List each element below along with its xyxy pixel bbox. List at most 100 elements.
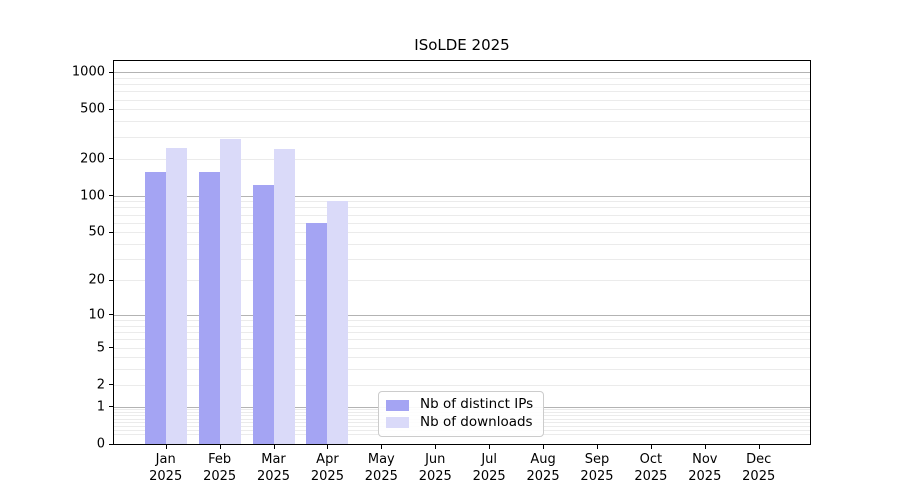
x-tick-label: Dec 2025	[742, 451, 775, 485]
x-tick-label: Jul 2025	[473, 451, 506, 485]
x-tick-year: 2025	[526, 469, 560, 484]
bar-apr-downloads	[327, 200, 349, 444]
gridline-major	[114, 314, 810, 316]
gridline-minor	[114, 347, 810, 349]
gridline-minor	[114, 222, 810, 224]
gridline-minor	[114, 332, 810, 334]
y-tick-label: 200	[80, 151, 105, 166]
x-tick-label: Jun 2025	[419, 451, 452, 485]
x-tick-year: 2025	[580, 469, 614, 484]
legend-label-downloads: Nb of downloads	[420, 414, 533, 431]
x-tick-label: Nov 2025	[688, 451, 721, 485]
x-tick-year: 2025	[688, 469, 722, 484]
y-tick-label: 20	[88, 272, 105, 288]
y-tick-label: 0	[96, 436, 105, 452]
x-tick-mark	[650, 445, 652, 449]
gridline-minor	[114, 99, 810, 101]
bar-mar-distinct-ips	[252, 184, 274, 444]
x-tick-month: May	[367, 452, 395, 467]
x-tick-month: Mar	[261, 452, 286, 467]
x-tick-month: Feb	[208, 452, 232, 467]
gridline-minor	[114, 369, 810, 371]
y-tick-label: 1000	[71, 64, 105, 80]
x-tick-mark	[327, 445, 329, 449]
legend-swatch-distinct-ips	[386, 399, 409, 411]
x-tick-month: Jul	[481, 452, 497, 467]
x-tick-label: Apr 2025	[311, 451, 344, 485]
x-tick-mark	[273, 445, 275, 449]
gridline-minor	[114, 325, 810, 327]
x-tick-year: 2025	[310, 469, 344, 484]
gridline-minor	[114, 320, 810, 322]
x-tick-label: May 2025	[365, 451, 398, 485]
x-tick-year: 2025	[256, 469, 291, 484]
gridline-minor	[114, 357, 810, 359]
gridline-minor	[114, 121, 810, 123]
x-tick-mark	[381, 445, 383, 449]
x-tick-month: Aug	[530, 452, 556, 467]
x-tick-mark	[489, 445, 491, 449]
y-tick-label: 2	[96, 377, 105, 393]
legend-item-distinct-ips: Nb of distinct IPs	[386, 398, 536, 412]
x-tick-year: 2025	[742, 469, 776, 484]
x-tick-month: Jun	[425, 452, 446, 467]
gridline-major	[114, 72, 810, 74]
gridline-minor	[114, 259, 810, 261]
x-tick-month: Apr	[316, 452, 339, 467]
x-tick-mark	[596, 445, 598, 449]
gridline-minor	[114, 280, 810, 282]
x-tick-year: 2025	[149, 469, 183, 484]
gridline-minor	[114, 136, 810, 138]
x-tick-month: Nov	[692, 452, 718, 467]
gridline-minor	[114, 201, 810, 203]
x-tick-month: Dec	[746, 452, 772, 467]
x-tick-label: Mar 2025	[257, 451, 290, 485]
y-tick-label: 100	[80, 188, 105, 204]
x-tick-label: Aug 2025	[527, 451, 560, 485]
y-tick-label: 500	[80, 101, 105, 117]
legend-label-distinct-ips: Nb of distinct IPs	[420, 396, 534, 413]
bar-feb-distinct-ips	[198, 172, 220, 444]
x-tick-month: Jan	[155, 452, 176, 467]
gridline-major	[114, 195, 810, 197]
bar-feb-downloads	[219, 138, 241, 444]
gridline-minor	[114, 214, 810, 216]
y-tick-label: 1	[96, 399, 105, 415]
gridline-minor	[114, 232, 810, 234]
x-tick-mark	[165, 445, 167, 449]
bar-jan-distinct-ips	[144, 172, 166, 444]
plot-area	[113, 60, 811, 445]
x-tick-label: Sep 2025	[580, 451, 613, 485]
y-tick-label: 50	[88, 224, 105, 240]
gridline-minor	[114, 158, 810, 160]
x-tick-month: Oct	[639, 452, 663, 467]
x-tick-mark	[704, 445, 706, 449]
x-tick-label: Feb 2025	[203, 451, 236, 485]
y-tick-label: 10	[88, 307, 105, 323]
gridline-minor	[114, 384, 810, 386]
bar-jan-downloads	[165, 148, 187, 444]
x-tick-year: 2025	[472, 469, 506, 484]
x-tick-mark	[219, 445, 221, 449]
x-tick-label: Oct 2025	[634, 451, 667, 485]
gridline-minor	[114, 207, 810, 209]
legend: Nb of distinct IPs Nb of downloads	[378, 391, 544, 437]
x-tick-mark	[435, 445, 437, 449]
y-tick-label: 5	[96, 340, 105, 356]
gridline-minor	[114, 339, 810, 341]
chart-title: ISoLDE 2025	[414, 36, 510, 54]
x-tick-label: Jan 2025	[149, 451, 182, 485]
x-tick-year: 2025	[634, 469, 668, 484]
bar-mar-downloads	[273, 148, 295, 444]
bar-apr-distinct-ips	[306, 222, 328, 444]
x-tick-year: 2025	[203, 469, 237, 484]
legend-item-downloads: Nb of downloads	[386, 416, 536, 430]
x-tick-mark	[758, 445, 760, 449]
gridline-minor	[114, 109, 810, 111]
gridline-minor	[114, 84, 810, 86]
gridline-minor	[114, 91, 810, 93]
gridline-minor	[114, 244, 810, 246]
legend-swatch-downloads	[386, 417, 409, 429]
x-tick-month: Sep	[584, 452, 610, 467]
